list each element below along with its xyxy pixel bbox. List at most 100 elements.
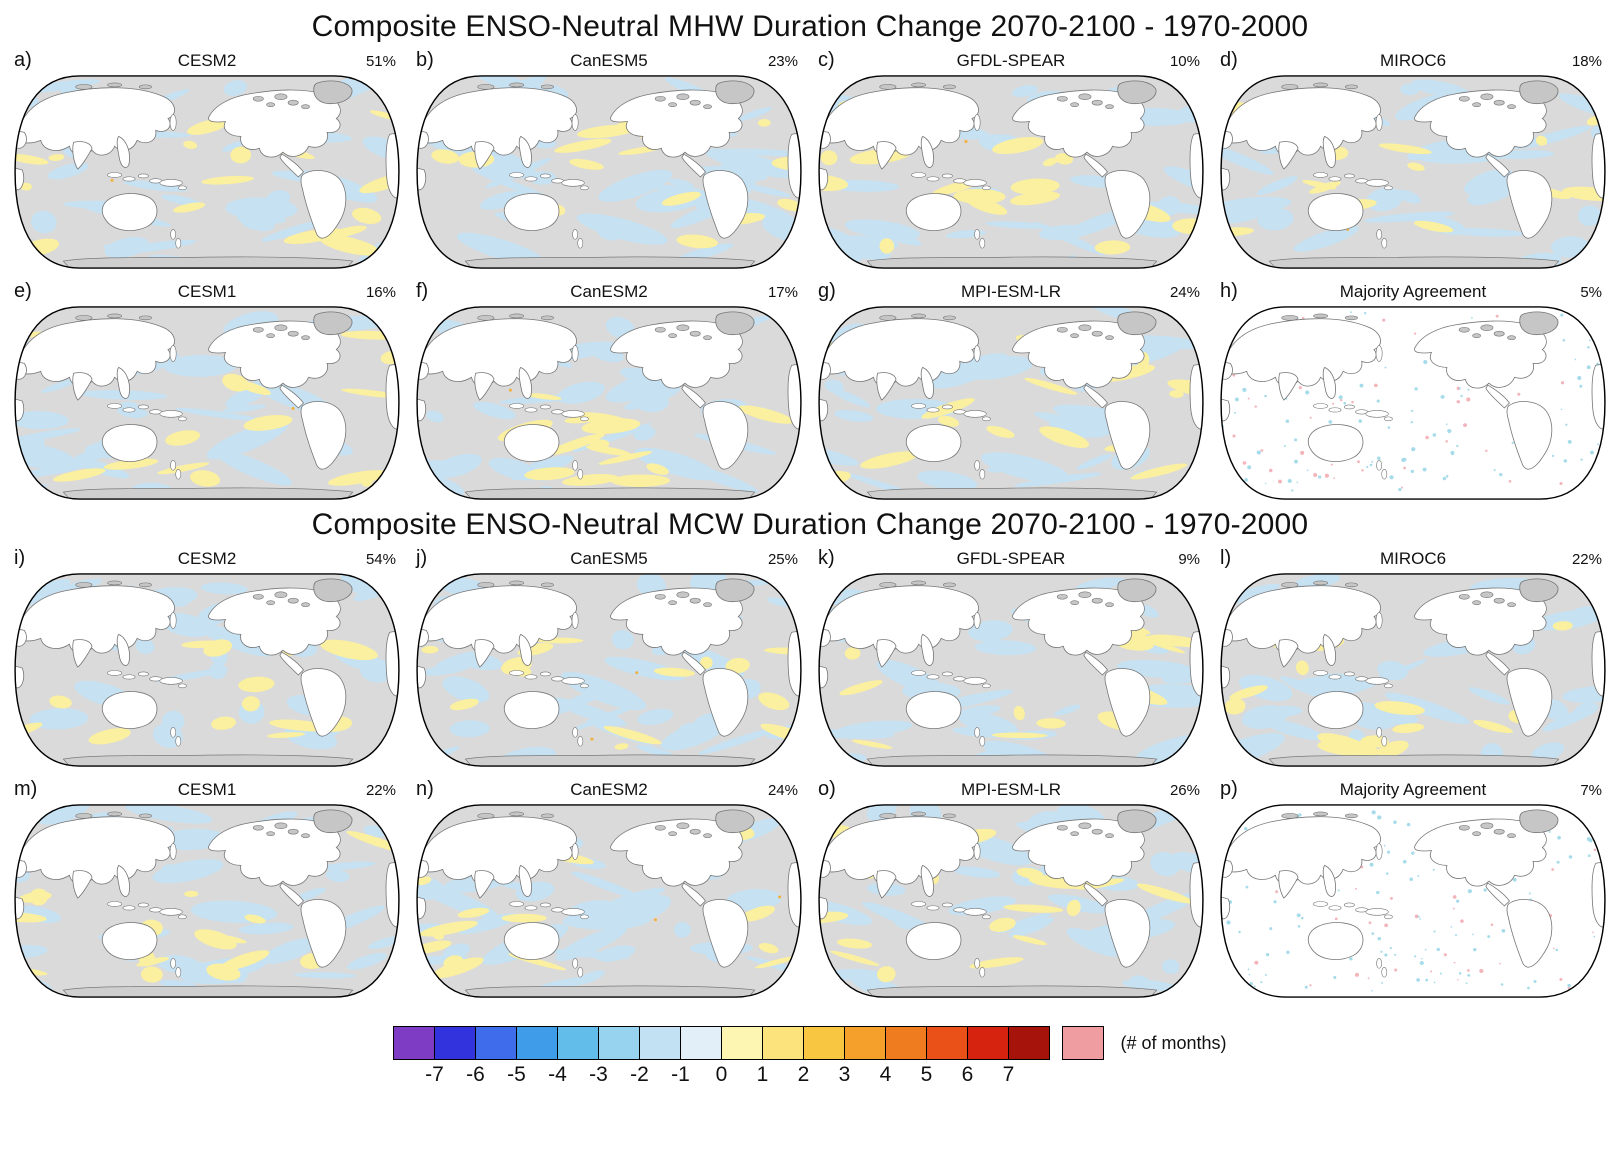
panel-percent: 24% xyxy=(1169,284,1200,301)
panel-header: m) CESM1 22% xyxy=(12,777,402,802)
panel-percent: 54% xyxy=(365,551,396,568)
map-panel: j) CanESM5 25% xyxy=(414,546,804,769)
panel-title: CanESM2 xyxy=(570,780,648,799)
colorbar-tick: 0 xyxy=(715,1063,728,1086)
panel-percent: 22% xyxy=(365,782,396,799)
colorbar: -7 -6 -5 -4 -3 -2 -1 0 1 2 3 4 5 6 7 (# of months) xyxy=(0,1026,1620,1091)
panel-title: CESM2 xyxy=(177,549,237,568)
panel-letter: n) xyxy=(416,778,434,800)
panel-letter: d) xyxy=(1220,49,1238,71)
panel-title: GFDL-SPEAR xyxy=(956,51,1066,70)
world-map xyxy=(1220,75,1606,269)
colorbar-cell xyxy=(885,1026,928,1060)
panel-letter: j) xyxy=(416,547,428,569)
colorbar-tick: -1 xyxy=(671,1063,690,1086)
panel-header: b) CanESM5 23% xyxy=(414,48,804,73)
panel-header: j) CanESM5 25% xyxy=(414,546,804,571)
colorbar-cell xyxy=(639,1026,682,1060)
colorbar-tick: -6 xyxy=(466,1063,485,1086)
panel-letter: i) xyxy=(14,547,26,569)
colorbar-tick: 4 xyxy=(879,1063,892,1086)
map-panel: l) MIROC6 22% xyxy=(1218,546,1608,769)
panel-header: a) CESM2 51% xyxy=(12,48,402,73)
colorbar-cell xyxy=(721,1026,764,1060)
panel-letter: o) xyxy=(818,778,836,800)
map-panel: m) CESM1 22% xyxy=(12,777,402,1000)
panel-percent: 23% xyxy=(767,53,798,70)
world-map xyxy=(416,573,802,767)
colorbar-tick: -5 xyxy=(507,1063,526,1086)
panel-title: Majority Agreement xyxy=(1339,780,1487,799)
section-title: Composite ENSO-Neutral MCW Duration Chan… xyxy=(311,508,1309,541)
world-map xyxy=(14,804,400,998)
world-map xyxy=(416,306,802,500)
figure: Composite ENSO-Neutral MHW Duration Chan… xyxy=(0,10,1620,1091)
panel-percent: 9% xyxy=(1178,551,1200,568)
panel-letter: p) xyxy=(1220,778,1238,800)
panel-title: MIROC6 xyxy=(1379,51,1447,70)
colorbar-cell xyxy=(516,1026,559,1060)
colorbar-cell xyxy=(844,1026,887,1060)
world-map xyxy=(1220,573,1606,767)
map-panel: o) MPI-ESM-LR 26% xyxy=(816,777,1206,1000)
world-map xyxy=(1220,306,1606,500)
colorbar-cell xyxy=(967,1026,1010,1060)
panel-percent: 18% xyxy=(1571,53,1602,70)
panel-percent: 7% xyxy=(1580,782,1602,799)
figure-section: Composite ENSO-Neutral MHW Duration Chan… xyxy=(0,10,1620,502)
panel-title: MPI-ESM-LR xyxy=(960,282,1062,301)
panel-percent: 22% xyxy=(1571,551,1602,568)
colorbar-cell xyxy=(762,1026,805,1060)
map-panel: g) MPI-ESM-LR 24% xyxy=(816,279,1206,502)
world-map xyxy=(416,804,802,998)
colorbar-cell xyxy=(475,1026,518,1060)
panel-letter: e) xyxy=(14,280,32,302)
figure-sections: Composite ENSO-Neutral MHW Duration Chan… xyxy=(0,10,1620,1000)
world-map xyxy=(14,75,400,269)
panel-title: CESM1 xyxy=(177,282,237,301)
panel-percent: 17% xyxy=(767,284,798,301)
colorbar-cells xyxy=(393,1026,1051,1060)
panel-header: i) CESM2 54% xyxy=(12,546,402,571)
world-map xyxy=(14,573,400,767)
panel-letter: f) xyxy=(416,280,429,302)
world-map xyxy=(14,306,400,500)
panel-header: c) GFDL-SPEAR 10% xyxy=(816,48,1206,73)
panel-letter: c) xyxy=(818,49,835,71)
map-panel: p) Majority Agreement 7% xyxy=(1218,777,1608,1000)
section-title: Composite ENSO-Neutral MHW Duration Chan… xyxy=(311,10,1309,43)
map-panel: i) CESM2 54% xyxy=(12,546,402,769)
panel-header: o) MPI-ESM-LR 26% xyxy=(816,777,1206,802)
panel-percent: 26% xyxy=(1169,782,1200,799)
panel-percent: 10% xyxy=(1169,53,1200,70)
panel-title: MIROC6 xyxy=(1379,549,1447,568)
colorbar-ticks: -7 -6 -5 -4 -3 -2 -1 0 1 2 3 4 5 6 7 xyxy=(393,1063,1050,1091)
colorbar-block: -7 -6 -5 -4 -3 -2 -1 0 1 2 3 4 5 6 7 xyxy=(393,1026,1051,1091)
panel-percent: 51% xyxy=(365,53,396,70)
panel-title: Majority Agreement xyxy=(1339,282,1487,301)
colorbar-tick: 7 xyxy=(1002,1063,1015,1086)
colorbar-tick: -7 xyxy=(425,1063,444,1086)
figure-section: Composite ENSO-Neutral MCW Duration Chan… xyxy=(0,508,1620,1000)
panel-title: CESM2 xyxy=(177,51,237,70)
panel-header: d) MIROC6 18% xyxy=(1218,48,1608,73)
panel-percent: 16% xyxy=(365,284,396,301)
panel-letter: a) xyxy=(14,49,32,71)
map-panel: c) GFDL-SPEAR 10% xyxy=(816,48,1206,271)
map-panel: f) CanESM2 17% xyxy=(414,279,804,502)
colorbar-cell xyxy=(1008,1026,1051,1060)
panel-percent: 25% xyxy=(767,551,798,568)
map-panel: e) CESM1 16% xyxy=(12,279,402,502)
panel-title: MPI-ESM-LR xyxy=(960,780,1062,799)
panel-title: CESM1 xyxy=(177,780,237,799)
map-panel: k) GFDL-SPEAR 9% xyxy=(816,546,1206,769)
world-map xyxy=(416,75,802,269)
panel-header: h) Majority Agreement 5% xyxy=(1218,279,1608,304)
world-map xyxy=(818,306,1204,500)
panel-title: CanESM2 xyxy=(570,282,648,301)
panel-header: p) Majority Agreement 7% xyxy=(1218,777,1608,802)
panel-header: l) MIROC6 22% xyxy=(1218,546,1608,571)
panel-header: n) CanESM2 24% xyxy=(414,777,804,802)
map-panel: b) CanESM5 23% xyxy=(414,48,804,271)
map-panel: h) Majority Agreement 5% xyxy=(1218,279,1608,502)
